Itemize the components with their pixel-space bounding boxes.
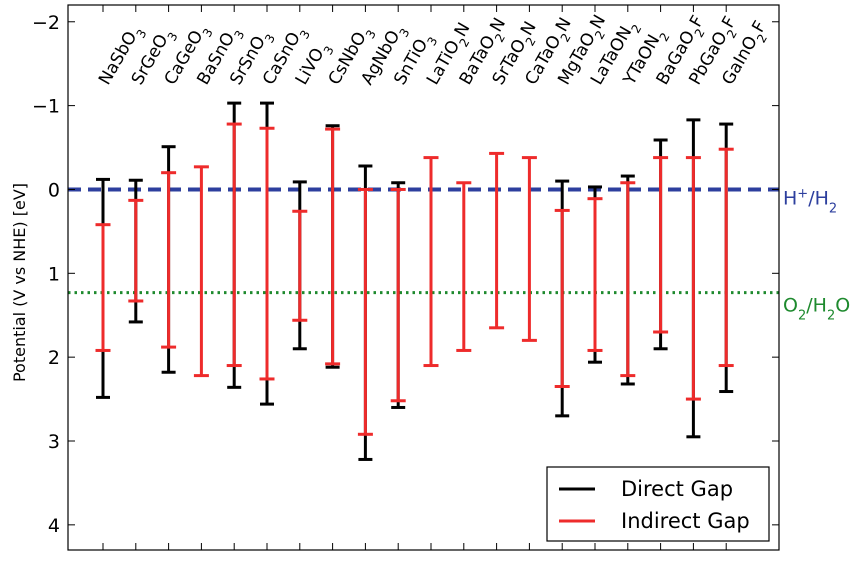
y-axis-label: Potential (V vs NHE) [eV] <box>10 183 29 382</box>
legend-box <box>546 466 770 542</box>
reference-label-h-h2: H+/H2 <box>783 186 837 216</box>
errorbar-indirect-gap-casno3 <box>259 126 275 381</box>
errorbar-indirect-gap-gaino2f <box>718 147 734 368</box>
errorbar-indirect-gap-srgeo3 <box>128 198 144 303</box>
y-tick-label: 3 <box>48 431 60 453</box>
y-axis: −2 −1 0 1 2 3 4 <box>32 12 779 537</box>
errorbar-indirect-gap-batao2n <box>456 181 472 352</box>
reference-label-o2-h2o: O2/H2O <box>783 295 850 324</box>
errorbar-indirect-gap-srtao2n <box>489 151 505 330</box>
legend: Direct Gap Indirect Gap <box>546 466 770 542</box>
y-tick-label: 4 <box>48 515 60 537</box>
errorbar-indirect-gap-agnbo3 <box>357 187 373 436</box>
y-tick-label: 0 <box>48 179 60 201</box>
y-tick-label: 1 <box>48 263 60 285</box>
errorbar-indirect-gap-sntio3 <box>390 187 406 403</box>
errorbar-indirect-gap-bagao2f <box>653 156 669 334</box>
reference-line-labels: H+/H2 O2/H2O <box>783 186 850 323</box>
errorbar-indirect-gap-csnbo3 <box>325 127 341 366</box>
y-tick-label: −2 <box>32 12 60 34</box>
errorbar-indirect-gap-nasbo3 <box>95 223 111 352</box>
errorbar-indirect-gap-livo3 <box>292 209 308 322</box>
errorbar-indirect-gap-mgtao2n <box>554 208 570 388</box>
errorbar-indirect-gap-ytaon2 <box>620 181 636 378</box>
errorbar-indirect-gap-catao2n <box>521 156 537 342</box>
plot-area <box>68 101 779 461</box>
legend-label-direct-gap: Direct Gap <box>621 477 733 501</box>
errorbar-indirect-gap-latio2n <box>423 156 439 368</box>
errorbar-indirect-gap-pbgao2f <box>685 156 701 401</box>
legend-label-indirect-gap: Indirect Gap <box>621 509 750 533</box>
errorbar-indirect-gap-srsno3 <box>226 122 242 368</box>
plot-frame <box>67 4 780 551</box>
y-tick-label: −1 <box>32 96 60 118</box>
errorbar-indirect-gap-basno3 <box>193 165 209 378</box>
y-tick-label: 2 <box>48 347 60 369</box>
errorbar-indirect-gap-cageo3 <box>161 171 177 349</box>
errorbar-indirect-gap-lataon2 <box>587 197 603 352</box>
